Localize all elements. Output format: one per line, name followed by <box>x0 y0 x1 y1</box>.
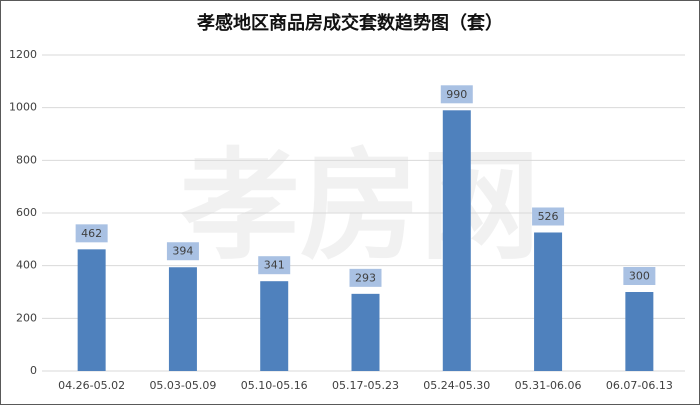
bar <box>534 232 563 371</box>
bar <box>168 267 197 371</box>
x-tick-label: 05.03-05.09 <box>149 379 216 392</box>
bar <box>260 281 289 371</box>
chart-title: 孝感地区商品房成交套数趋势图（套） <box>196 12 503 34</box>
y-tick-label: 600 <box>16 206 37 219</box>
value-label: 462 <box>81 227 102 240</box>
y-tick-label: 1200 <box>9 48 37 61</box>
x-tick-label: 05.17-05.23 <box>332 379 399 392</box>
y-tick-label: 400 <box>16 259 37 272</box>
value-label-box <box>349 268 382 287</box>
value-label: 990 <box>446 88 467 101</box>
value-label-box <box>258 256 291 275</box>
value-label-box <box>75 224 108 243</box>
bar <box>77 249 106 371</box>
bar <box>351 293 380 371</box>
x-tick-label: 05.24-05.30 <box>423 379 490 392</box>
y-tick-label: 800 <box>16 153 37 166</box>
x-tick-label: 06.07-06.13 <box>606 379 673 392</box>
y-tick-label: 0 <box>30 364 37 377</box>
value-label-box <box>532 207 565 226</box>
y-tick-label: 200 <box>16 311 37 324</box>
x-tick-label: 04.26-05.02 <box>58 379 125 392</box>
x-tick-label: 05.31-06.06 <box>515 379 582 392</box>
bar <box>625 292 654 371</box>
value-label: 293 <box>355 271 376 284</box>
x-tick-label: 05.10-05.16 <box>241 379 308 392</box>
watermark: 孝房网 <box>180 138 540 277</box>
value-label-box <box>623 267 656 285</box>
value-label-box <box>166 242 199 261</box>
value-label: 341 <box>264 259 285 272</box>
value-label-box <box>440 85 473 104</box>
value-label: 394 <box>172 245 193 258</box>
bar <box>442 110 471 372</box>
value-label: 300 <box>629 270 650 283</box>
value-label: 526 <box>538 210 559 223</box>
y-tick-label: 1000 <box>9 101 37 114</box>
